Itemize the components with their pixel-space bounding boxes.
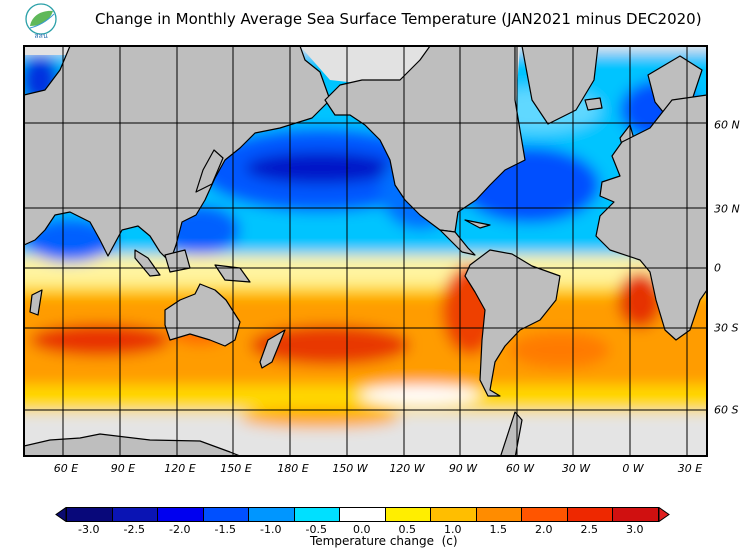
sst-change-map [23, 45, 708, 457]
legend-swatch [202, 507, 249, 522]
legend-swatch [612, 507, 659, 522]
legend-label: -1.5 [214, 523, 236, 536]
antarctica [24, 433, 242, 456]
lon-label: 150 E [220, 462, 252, 475]
legend-swatch [339, 507, 386, 522]
lon-label: 90 W [448, 462, 478, 475]
lat-label: 60 S [714, 403, 739, 417]
cuba [464, 219, 491, 229]
lon-label: 180 E [277, 462, 309, 475]
south-america [464, 249, 561, 397]
legend-swatch [157, 507, 204, 522]
iceland [584, 97, 603, 111]
legend-swatch [475, 507, 522, 522]
chart-title: Change in Monthly Average Sea Surface Te… [95, 10, 702, 28]
legend-swatch [566, 507, 613, 522]
graticule [24, 46, 707, 456]
north-america [324, 46, 526, 233]
legend-label: -1.0 [260, 523, 282, 536]
legend-swatch [293, 507, 340, 522]
legend-label: 2.0 [535, 523, 553, 536]
legend-label: 3.0 [626, 523, 644, 536]
legend-swatch [111, 507, 158, 522]
lon-label: 60 W [505, 462, 535, 475]
legend-swatch [66, 507, 113, 522]
logo-text: สสน [34, 32, 48, 40]
lon-label: 60 E [53, 462, 79, 475]
legend-swatch [384, 507, 431, 522]
sumatra [134, 249, 161, 277]
lon-label: 120 E [164, 462, 196, 475]
lon-label: 150 W [332, 462, 368, 475]
legend-label: -2.0 [169, 523, 191, 536]
greenland [521, 46, 599, 125]
legend-swatch [430, 507, 477, 522]
legend-label: -0.5 [305, 523, 327, 536]
legend-title: Temperature change (c) [310, 534, 458, 548]
legend-label: 0.5 [398, 523, 417, 536]
legend-swatch [521, 507, 568, 522]
central-america [439, 229, 476, 256]
lon-label: 90 E [110, 462, 136, 475]
australia [164, 283, 241, 347]
lat-label: 0 [714, 261, 721, 275]
color-legend [55, 507, 670, 522]
legend-over-arrow [658, 507, 670, 522]
lon-label: 30 W [561, 462, 591, 475]
legend-label: -3.0 [78, 523, 100, 536]
madagascar [29, 289, 43, 316]
map-frame [23, 45, 708, 457]
legend-label: -2.5 [123, 523, 145, 536]
legend-swatch [248, 507, 295, 522]
lat-label: 30 S [714, 321, 739, 335]
japan [195, 149, 224, 193]
lon-label: 0 W [622, 462, 644, 475]
lat-label: 60 N [714, 118, 740, 132]
legend-label: 1.0 [444, 523, 462, 536]
leaf-logo-icon: สสน [25, 3, 57, 40]
new-zealand [259, 329, 286, 369]
europe-africa [595, 94, 707, 341]
legend-label: 1.5 [489, 523, 508, 536]
lon-label: 30 E [677, 462, 703, 475]
lat-label: 30 N [714, 202, 740, 216]
legend-label: 0.0 [353, 523, 371, 536]
lon-label: 120 W [389, 462, 425, 475]
legend-label: 2.5 [580, 523, 599, 536]
